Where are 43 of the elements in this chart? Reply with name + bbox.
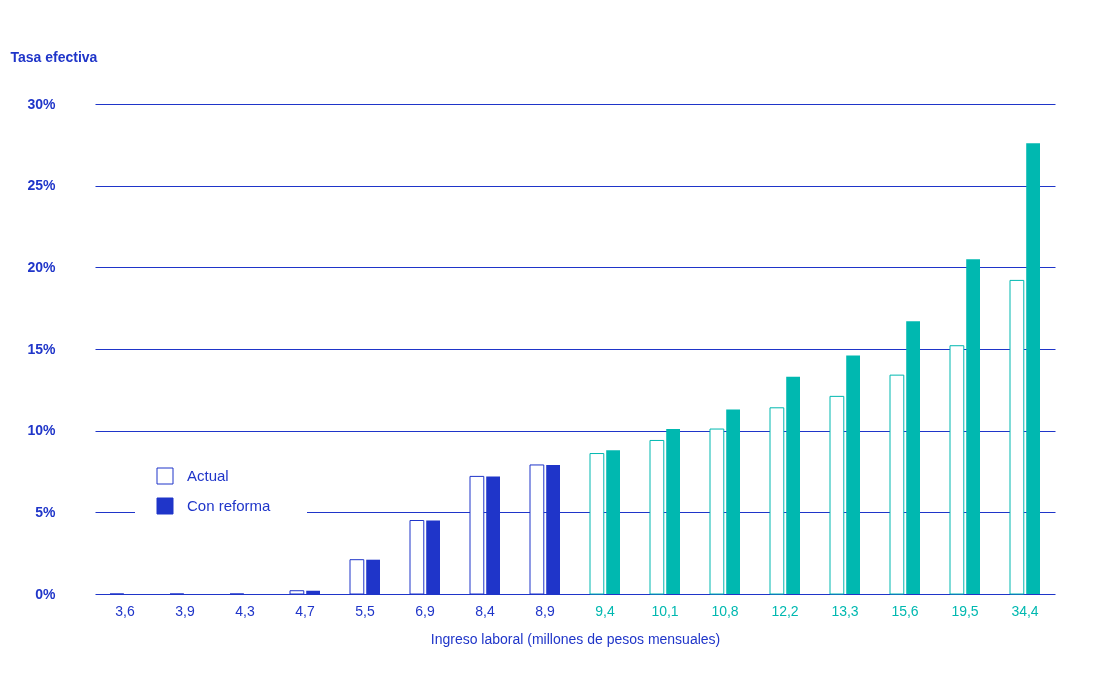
bar: [606, 450, 620, 594]
bar: [589, 453, 605, 595]
legend-label: Actual: [187, 467, 229, 484]
bar: [666, 429, 680, 594]
bar: [906, 321, 920, 594]
x-tick-label: 4,7: [295, 602, 315, 619]
x-tick-label: 5,5: [355, 602, 375, 619]
bar: [1009, 279, 1025, 595]
x-axis-title: Ingreso laboral (millones de pesos mensuales): [430, 630, 721, 647]
x-tick-label: 15,6: [891, 602, 919, 619]
x-tick-label: 8,9: [535, 602, 555, 619]
y-tick-label: 20%: [27, 258, 57, 275]
x-tick-label: 12,2: [771, 602, 799, 619]
y-tick-label: 25%: [27, 177, 57, 194]
y-tick-label: 30%: [27, 95, 57, 112]
bar: [709, 428, 725, 595]
x-tick-label: 6,9: [415, 602, 435, 619]
bar: [1026, 143, 1040, 594]
bar: [726, 409, 740, 594]
bar: [769, 407, 785, 595]
y-tick-label: 5%: [35, 503, 57, 520]
x-tick-label: 10,8: [711, 602, 739, 619]
y-tick-label: 0%: [35, 585, 57, 602]
x-tick-label: 13,3: [831, 602, 859, 619]
x-tick-label: 3,6: [115, 602, 135, 619]
y-tick-label: 15%: [27, 340, 57, 357]
bar: [889, 374, 905, 595]
y-axis-title: Tasa efectiva: [10, 48, 98, 65]
bar: [949, 345, 965, 595]
bar: [966, 259, 980, 594]
bar: [829, 395, 845, 595]
bar: [786, 376, 800, 594]
x-tick-label: 3,9: [175, 602, 195, 619]
x-tick-label: 34,4: [1011, 602, 1039, 619]
x-tick-label: 8,4: [475, 602, 495, 619]
bar: [846, 355, 860, 594]
x-tick-label: 9,4: [595, 602, 615, 619]
x-tick-label: 19,5: [951, 602, 979, 619]
legend-label: Con reforma: [187, 497, 272, 514]
bar: [649, 439, 665, 595]
x-tick-label: 4,3: [235, 602, 255, 619]
x-tick-label: 10,1: [651, 602, 679, 619]
y-tick-label: 10%: [27, 422, 57, 439]
